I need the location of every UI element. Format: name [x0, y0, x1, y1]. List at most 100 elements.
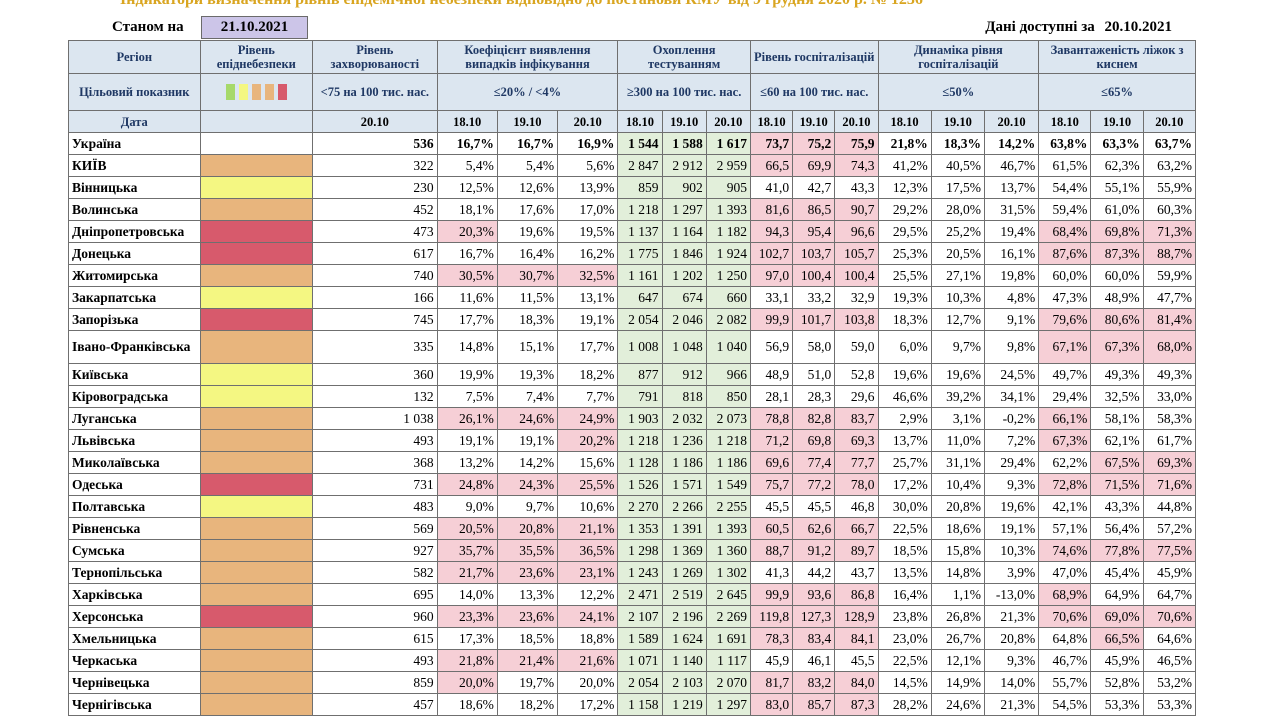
- date-cell: 19.10: [661, 110, 707, 133]
- detection-value: 17,7%: [557, 330, 619, 364]
- hosp-dynamics-value: 31,5%: [983, 198, 1040, 221]
- oxygen-beds-value: 55,7%: [1038, 671, 1092, 694]
- hosp-dynamics-value: 17,2%: [877, 473, 932, 496]
- detection-value: 13,9%: [557, 176, 619, 199]
- level-cell: [199, 176, 314, 199]
- detection-value: 20,5%: [436, 517, 498, 540]
- header-region: Регіон: [68, 40, 201, 74]
- detection-value: 21,4%: [496, 649, 559, 672]
- table-row: Івано-Франківська 335 14,8% 15,1% 17,7% 1 008…: [68, 330, 1197, 364]
- hospitalization-value: 33,2: [792, 286, 836, 309]
- hosp-dynamics-value: 26,8%: [930, 605, 985, 628]
- morbidity-value: 695: [312, 583, 438, 606]
- hosp-dynamics-value: 28,2%: [877, 693, 932, 716]
- region-name: Тернопільська: [68, 561, 201, 584]
- hospitalization-value: 71,2: [749, 429, 794, 452]
- hospitalization-value: 28,1: [749, 385, 794, 408]
- hosp-dynamics-value: 12,3%: [877, 176, 932, 199]
- detection-value: 35,5%: [496, 539, 559, 562]
- oxygen-beds-value: 69,0%: [1090, 605, 1144, 628]
- oxygen-beds-value: 53,2%: [1142, 671, 1197, 694]
- date-cell: 18.10: [436, 110, 498, 133]
- level-cell: [199, 649, 314, 672]
- oxygen-beds-value: 66,1%: [1038, 407, 1092, 430]
- oxygen-beds-value: 32,5%: [1090, 385, 1144, 408]
- detection-value: 19,9%: [436, 363, 498, 386]
- morbidity-value: 132: [312, 385, 438, 408]
- testing-value: 1 924: [705, 242, 751, 265]
- level-swatch-red: [277, 84, 287, 101]
- hosp-dynamics-value: 23,8%: [877, 605, 932, 628]
- detection-value: 17,3%: [436, 627, 498, 650]
- date-cell: 19.10: [792, 110, 836, 133]
- hospitalization-value: 74,3: [834, 154, 879, 177]
- hospitalization-value: 83,4: [792, 627, 836, 650]
- level-cell: [199, 605, 314, 628]
- detection-value: 26,1%: [436, 407, 498, 430]
- hospitalization-value: 99,9: [749, 308, 794, 331]
- detection-value: 7,7%: [557, 385, 619, 408]
- detection-value: 30,5%: [436, 264, 498, 287]
- detection-value: 18,1%: [436, 198, 498, 221]
- oxygen-beds-value: 33,0%: [1142, 385, 1197, 408]
- detection-value: 20,3%: [436, 220, 498, 243]
- detection-value: 17,2%: [557, 693, 619, 716]
- oxygen-beds-value: 68,0%: [1142, 330, 1197, 364]
- oxygen-beds-value: 72,8%: [1038, 473, 1092, 496]
- testing-value: 1 393: [705, 517, 751, 540]
- hospitalization-value: 94,3: [749, 220, 794, 243]
- region-name: Рівненська: [68, 517, 201, 540]
- level-cell: [199, 330, 314, 364]
- morbidity-value: 230: [312, 176, 438, 199]
- testing-value: 1 250: [705, 264, 751, 287]
- testing-value: 1 297: [705, 693, 751, 716]
- oxygen-beds-value: 42,1%: [1038, 495, 1092, 518]
- oxygen-beds-value: 71,5%: [1090, 473, 1144, 496]
- morbidity-value: 368: [312, 451, 438, 474]
- hospitalization-value: 62,6: [792, 517, 836, 540]
- oxygen-beds-value: 49,7%: [1038, 363, 1092, 386]
- detection-value: 17,0%: [557, 198, 619, 221]
- date-cell: 20.10: [983, 110, 1040, 133]
- oxygen-beds-value: 44,8%: [1142, 495, 1197, 518]
- detection-value: 24,3%: [496, 473, 559, 496]
- hosp-dynamics-value: 16,4%: [877, 583, 932, 606]
- table-row: Дніпропетровська 473 20,3% 19,6% 19,5% 1 137 1…: [68, 220, 1197, 243]
- date-cell: 20.10: [834, 110, 879, 133]
- morbidity-value: 360: [312, 363, 438, 386]
- hosp-dynamics-value: 9,8%: [983, 330, 1040, 364]
- hosp-dynamics-value: 34,1%: [983, 385, 1040, 408]
- morbidity-value: 927: [312, 539, 438, 562]
- table-row: Запорізька 745 17,7% 18,3% 19,1% 2 054 2 046 2 …: [68, 308, 1197, 331]
- testing-value: 1 158: [617, 693, 663, 716]
- detection-value: 18,3%: [496, 308, 559, 331]
- level-cell: [199, 627, 314, 650]
- level-cell: [199, 473, 314, 496]
- morbidity-value: 166: [312, 286, 438, 309]
- testing-value: 859: [617, 176, 663, 199]
- hosp-dynamics-value: 25,7%: [877, 451, 932, 474]
- testing-value: 1 218: [617, 198, 663, 221]
- testing-value: 1 526: [617, 473, 663, 496]
- hosp-dynamics-value: 27,1%: [930, 264, 985, 287]
- hospitalization-value: 128,9: [834, 605, 879, 628]
- hospitalization-value: 83,7: [834, 407, 879, 430]
- hosp-dynamics-value: 20,8%: [983, 627, 1040, 650]
- table-row: Тернопільська 582 21,7% 23,6% 23,1% 1 243 1 26…: [68, 561, 1197, 584]
- oxygen-beds-value: 57,2%: [1142, 517, 1197, 540]
- morbidity-value: 745: [312, 308, 438, 331]
- region-name: Сумська: [68, 539, 201, 562]
- morbidity-value: 569: [312, 517, 438, 540]
- detection-value: 7,4%: [496, 385, 559, 408]
- hosp-dynamics-value: 2,9%: [877, 407, 932, 430]
- testing-value: 1 571: [661, 473, 707, 496]
- hospitalization-value: 83,2: [792, 671, 836, 694]
- detection-value: 17,6%: [496, 198, 559, 221]
- hosp-dynamics-value: 31,1%: [930, 451, 985, 474]
- testing-value: 1 391: [661, 517, 707, 540]
- date-cell: 18.10: [1038, 110, 1092, 133]
- hospitalization-value: 45,9: [749, 649, 794, 672]
- oxygen-beds-value: 63,8%: [1038, 132, 1092, 155]
- detection-value: 13,1%: [557, 286, 619, 309]
- hosp-dynamics-value: 29,2%: [877, 198, 932, 221]
